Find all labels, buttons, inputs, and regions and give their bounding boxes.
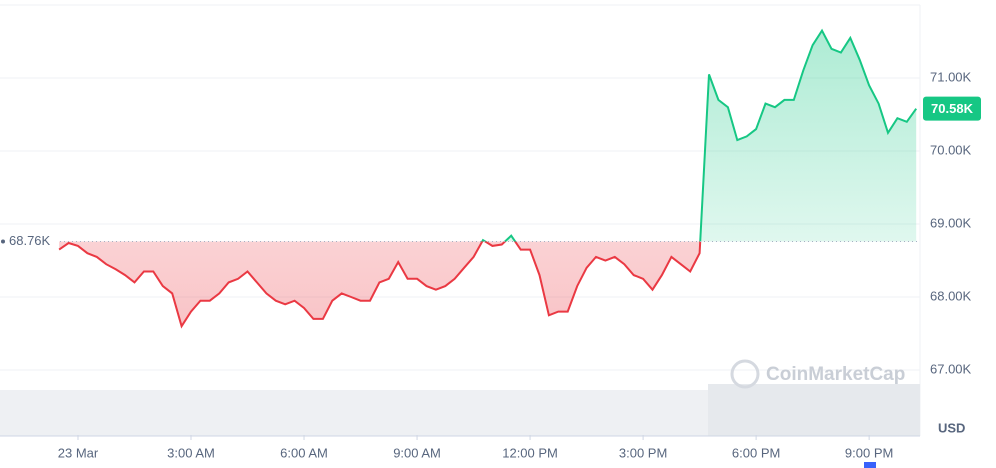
y-tick-label: 67.00K — [930, 361, 972, 376]
y-tick-label: 71.00K — [930, 69, 972, 84]
watermark-logo — [730, 359, 760, 389]
x-tick-label: 12:00 PM — [502, 445, 558, 460]
currency-label: USD — [938, 420, 965, 435]
price-tag-label: 70.58K — [931, 101, 974, 116]
volume-band — [708, 384, 920, 436]
x-tick-label: 9:00 AM — [393, 445, 441, 460]
x-tick-label: 3:00 PM — [619, 445, 667, 460]
area-up — [59, 30, 917, 242]
price-tag — [923, 96, 981, 121]
y-tick-label: 69.00K — [930, 215, 972, 230]
x-tick-label: 6:00 PM — [732, 445, 780, 460]
x-tick-label: 6:00 AM — [280, 445, 328, 460]
x-tick-label: 3:00 AM — [167, 445, 215, 460]
range-handle — [864, 462, 876, 468]
y-tick-label: 68.00K — [930, 288, 972, 303]
x-tick-label: 23 Mar — [58, 445, 99, 460]
price-line-down — [58, 241, 702, 329]
watermark: CoinMarketCap — [766, 364, 905, 385]
price-line-up — [481, 28, 918, 242]
baseline-label: 68.76K — [9, 233, 51, 248]
area-down — [59, 241, 701, 327]
y-tick-label: 70.00K — [930, 142, 972, 157]
baseline-dot — [1, 239, 5, 244]
x-tick-label: 9:00 PM — [845, 445, 893, 460]
